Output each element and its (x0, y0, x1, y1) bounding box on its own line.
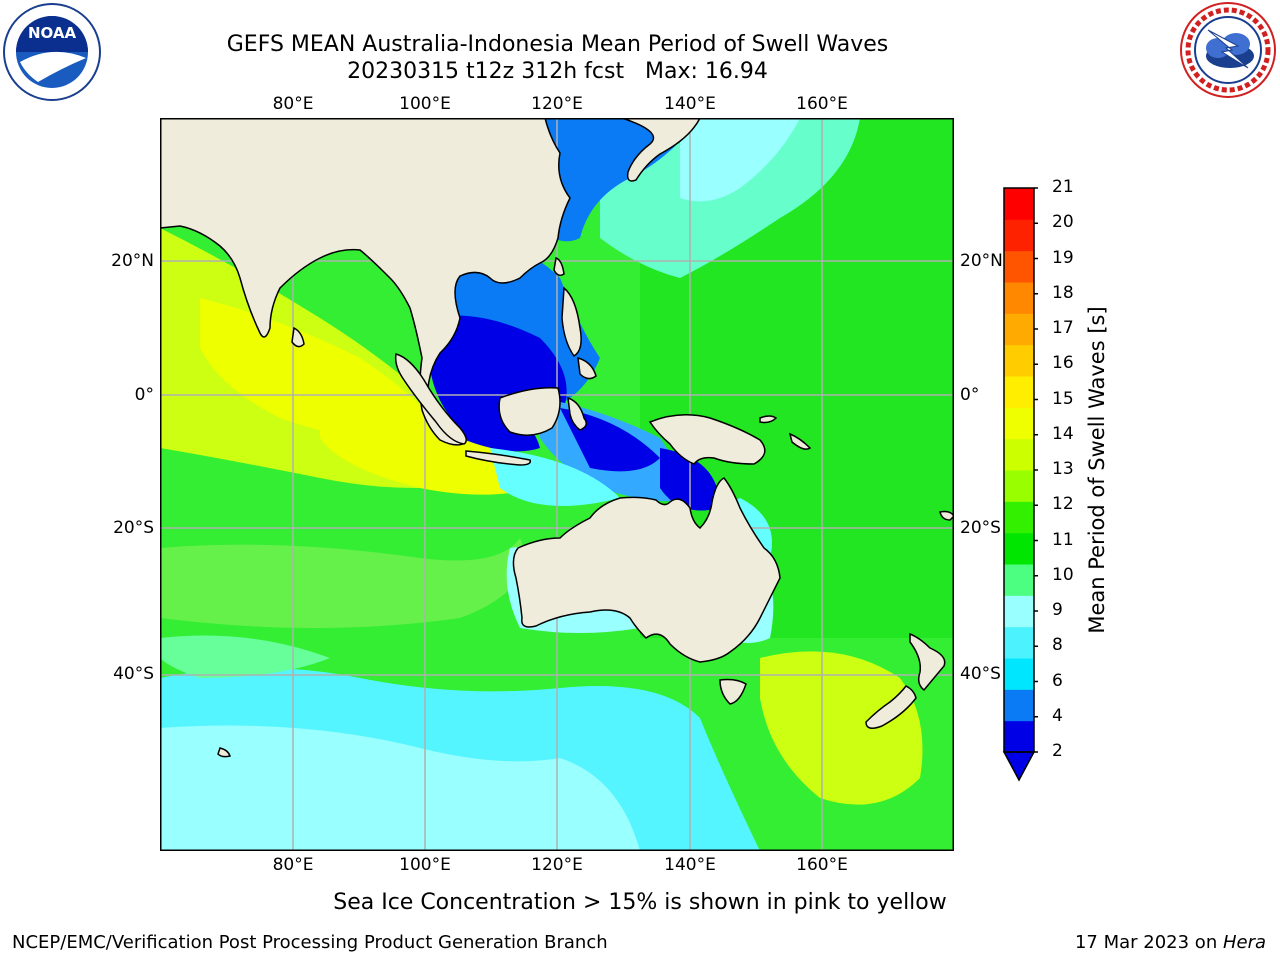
ocean-field (460, 398, 540, 452)
colorbar-tick-label: 16 (1052, 353, 1074, 374)
nws-logo (1178, 0, 1278, 104)
lon-tick-bottom: 100°E (399, 855, 451, 875)
colorbar-tick-label: 12 (1052, 494, 1074, 515)
colorbar-extend-arrow (1002, 751, 1036, 782)
sea-ice-note: Sea Ice Concentration > 15% is shown in … (333, 890, 947, 915)
lat-tick-left: 40°S (113, 664, 154, 684)
colorbar-bin (1004, 282, 1034, 314)
colorbar-tick-label: 10 (1052, 564, 1074, 585)
colorbar-tick-label: 21 (1052, 177, 1074, 197)
colorbar-tick-label: 18 (1052, 282, 1074, 303)
colorbar-tick-label: 8 (1052, 635, 1063, 656)
footer-machine: Hera (1222, 932, 1266, 953)
lon-tick-bottom: 120°E (531, 855, 583, 875)
chart-subtitle: 20230315 t12z 312h fcst Max: 16.94 (347, 59, 768, 84)
colorbar-bin (1004, 250, 1034, 283)
noaa-logo: NOAA (2, 2, 102, 106)
colorbar-bin (1004, 564, 1034, 596)
lon-tick-top: 160°E (796, 94, 848, 114)
lat-tick-right: 0° (960, 385, 980, 405)
footer-date-text: 17 Mar 2023 on (1074, 932, 1223, 953)
colorbar-bin (1004, 470, 1034, 502)
ocean-field (760, 651, 923, 805)
colorbar-bin (1004, 532, 1034, 565)
colorbar-bin (1004, 501, 1034, 534)
colorbar-tick-label: 4 (1052, 705, 1063, 726)
lat-tick-left: 20°N (111, 251, 154, 271)
lat-tick-right: 40°S (960, 664, 1001, 684)
colorbar (1002, 187, 1038, 782)
colorbar-bin (1004, 376, 1034, 408)
colorbar-bin (1004, 438, 1034, 471)
colorbar-bin (1004, 626, 1034, 659)
colorbar-tick-label: 19 (1052, 247, 1074, 268)
lon-tick-top: 120°E (531, 94, 583, 114)
ocean-field (160, 635, 330, 678)
colorbar-bin (1004, 720, 1034, 753)
colorbar-tick-label: 14 (1052, 423, 1074, 444)
colorbar-tick-label: 17 (1052, 318, 1074, 338)
lon-tick-top: 80°E (272, 94, 314, 114)
colorbar-bin (1004, 407, 1034, 440)
ocean-field (680, 118, 800, 202)
colorbar-tick-label: 13 (1052, 459, 1074, 479)
colorbar-bin (1004, 313, 1034, 346)
noaa-logo-text: NOAA (28, 24, 77, 42)
lon-tick-bottom: 140°E (664, 855, 716, 875)
lat-tick-right: 20°S (960, 518, 1001, 538)
lon-tick-top: 100°E (399, 94, 451, 114)
colorbar-bin (1004, 658, 1034, 690)
colorbar-tick-label: 20 (1052, 212, 1074, 233)
colorbar-tick-label: 2 (1052, 741, 1063, 761)
ocean-field (160, 725, 640, 851)
chart-title: GEFS MEAN Australia-Indonesia Mean Perio… (226, 32, 889, 57)
colorbar-bin (1004, 689, 1034, 722)
footer-branch: NCEP/EMC/Verification Post Processing Pr… (12, 932, 608, 953)
swell-period-map (160, 118, 954, 851)
land (160, 118, 954, 758)
lon-tick-bottom: 80°E (272, 855, 314, 875)
lon-tick-top: 140°E (664, 94, 716, 114)
lat-tick-right: 20°N (960, 251, 1003, 271)
lat-tick-left: 20°S (113, 518, 154, 538)
colorbar-bin (1004, 344, 1034, 377)
colorbar-tick-label: 6 (1052, 670, 1063, 691)
ocean-field (160, 538, 524, 628)
colorbar-tick-label: 11 (1052, 529, 1074, 550)
ocean-field (600, 118, 860, 278)
map-frame (160, 118, 954, 851)
colorbar-bin (1004, 219, 1034, 252)
colorbar-tick-label: 15 (1052, 388, 1074, 409)
lon-tick-bottom: 160°E (796, 855, 848, 875)
colorbar-bin (1004, 188, 1034, 220)
footer-date: 17 Mar 2023 on Hera (1075, 932, 1266, 953)
lat-tick-left: 0° (134, 385, 154, 405)
colorbar-title: Mean Period of Swell Waves [s] (1085, 306, 1109, 634)
colorbar-bin (1004, 595, 1034, 628)
colorbar-tick-label: 9 (1052, 600, 1063, 620)
